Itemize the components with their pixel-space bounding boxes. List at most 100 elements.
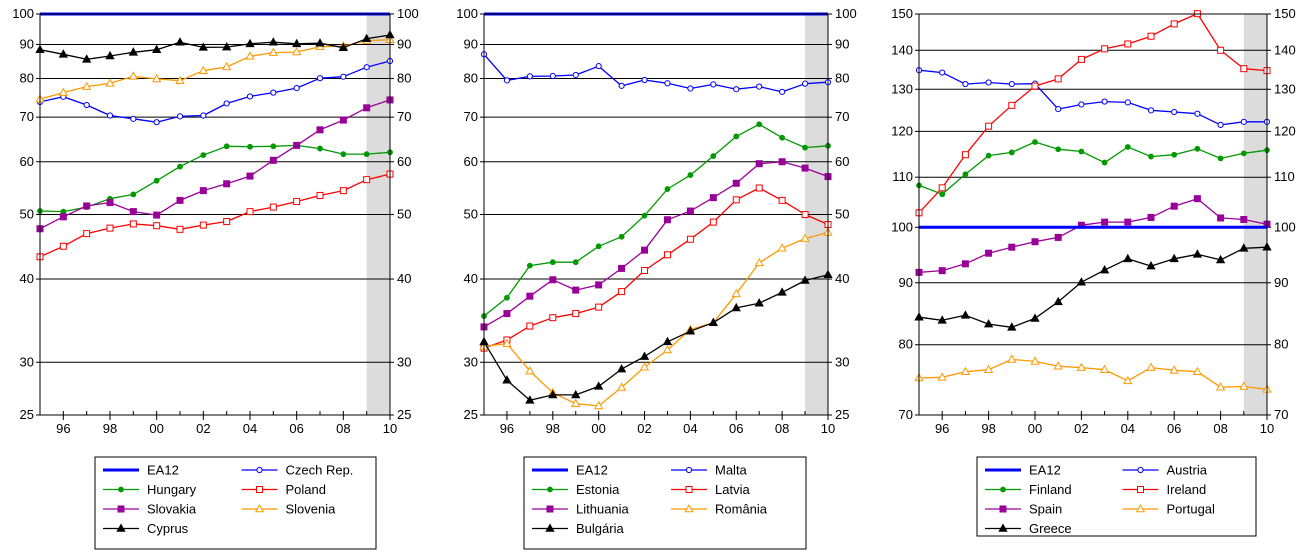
- data-point-cyprus: [338, 42, 348, 52]
- x-tick-label: 02: [196, 421, 210, 436]
- data-point-hungary: [317, 145, 323, 152]
- data-point-latvia: [572, 310, 580, 318]
- legend: EA12 Czech Rep. Hungary Poland Slovakia Slove…: [94, 456, 377, 550]
- data-point-romania: [777, 243, 787, 252]
- series-line-romania: [483, 231, 829, 407]
- legend-item-cyprus: Cyprus: [103, 521, 189, 536]
- data-point-lithuania: [801, 164, 809, 172]
- y-tick-label-left: 30: [464, 354, 478, 369]
- legend-item-malta: Malta: [671, 463, 748, 478]
- data-point-greece: [1123, 253, 1133, 263]
- data-point-estonia: [549, 259, 556, 266]
- data-point-greece: [1239, 243, 1249, 252]
- data-point-austria: [985, 79, 992, 86]
- data-point-czech-rep: [130, 115, 137, 122]
- data-point-poland: [199, 221, 207, 229]
- x-tick-label: 98: [981, 421, 995, 436]
- data-point-slovenia: [105, 78, 115, 87]
- data-point-ireland: [938, 184, 946, 192]
- data-point-spain: [1147, 213, 1155, 221]
- x-tick-label: 00: [149, 421, 163, 436]
- data-point-malta: [549, 72, 556, 80]
- data-point-lithuania: [549, 276, 557, 284]
- data-point-bulgaria: [731, 302, 741, 312]
- series-line-bulgaria: [483, 274, 829, 401]
- data-point-romania: [754, 257, 764, 267]
- data-point-latvia: [595, 303, 603, 311]
- data-point-cyprus: [152, 44, 162, 53]
- data-point-estonia: [526, 262, 533, 269]
- y-tick-label-right: 40: [835, 271, 849, 286]
- y-tick-label-right: 70: [835, 109, 849, 124]
- data-point-malta: [526, 73, 533, 80]
- data-point-malta: [687, 85, 694, 92]
- data-point-finland: [1078, 148, 1085, 155]
- data-point-lithuania: [686, 207, 694, 215]
- series-estonia: [481, 121, 831, 319]
- data-point-cyprus: [245, 38, 255, 48]
- data-point-lithuania: [595, 281, 603, 289]
- y-tick-label-right: 25: [835, 407, 849, 422]
- data-point-slovakia: [176, 196, 184, 204]
- data-point-austria: [1171, 108, 1178, 116]
- data-point-portugal: [937, 372, 947, 381]
- series-poland: [36, 170, 394, 261]
- data-point-estonia: [504, 294, 510, 301]
- y-tick-label-left: 40: [464, 271, 478, 286]
- x-tick-label: 98: [103, 421, 117, 436]
- data-point-lithuania: [732, 179, 740, 187]
- data-point-spain: [1217, 214, 1225, 222]
- series-austria: [915, 67, 1271, 128]
- data-point-czech-rep: [176, 113, 184, 120]
- series-czech-rep: [36, 57, 394, 126]
- data-point-hungary: [60, 208, 67, 215]
- series-malta: [480, 51, 832, 95]
- data-point-slovenia: [198, 65, 208, 74]
- series-line-portugal: [918, 358, 1268, 390]
- series-greece: [914, 242, 1272, 331]
- data-point-poland: [59, 242, 67, 250]
- y-tick-label-left: 130: [891, 81, 913, 96]
- series-line-cyprus: [39, 34, 391, 60]
- series-line-hungary: [39, 144, 391, 213]
- data-point-bulgaria: [800, 275, 810, 284]
- data-point-spain: [1054, 233, 1062, 241]
- y-tick-label-left: 25: [20, 407, 34, 422]
- data-point-malta: [572, 71, 579, 79]
- legend-swatch-marker: [116, 523, 126, 532]
- data-point-latvia: [709, 218, 717, 226]
- y-tick-label-right: 70: [397, 109, 411, 124]
- x-tick-label: 10: [821, 421, 835, 436]
- legend-item-ea12: EA12: [985, 463, 1061, 478]
- legend-swatch-marker: [256, 486, 263, 493]
- series-line-finland: [918, 141, 1268, 195]
- data-point-cyprus: [268, 37, 278, 46]
- data-point-romania: [594, 400, 604, 410]
- legend-item-hungary: Hungary: [103, 482, 197, 497]
- legend-swatch-marker: [685, 466, 693, 474]
- x-tick-label: 02: [1074, 421, 1088, 436]
- y-tick-label-left: 40: [20, 271, 34, 286]
- y-tick-label-right: 90: [1274, 275, 1288, 290]
- data-point-austria: [1194, 110, 1201, 117]
- chart-panel-euro-periphery: 70 70 80 80 90 90 100 100 110 110 120 120 130 130 140 1…: [891, 6, 1296, 537]
- data-point-slovenia: [58, 87, 68, 96]
- data-point-austria: [962, 80, 969, 88]
- legend-label: Spain: [1029, 502, 1062, 517]
- data-point-portugal: [1030, 356, 1040, 365]
- y-tick-label-right: 30: [835, 354, 849, 369]
- y-tick-label-right: 80: [1274, 337, 1288, 352]
- x-tick-label: 08: [1213, 421, 1227, 436]
- data-point-portugal: [960, 366, 971, 376]
- legend-item-portugal: Portugal: [1122, 502, 1215, 517]
- data-point-hungary: [247, 143, 253, 150]
- y-tick-label-right: 25: [397, 407, 411, 422]
- legend-swatch-marker: [1000, 486, 1006, 493]
- data-point-finland: [1240, 150, 1247, 157]
- y-tick-label-left: 80: [899, 337, 913, 352]
- data-point-czech-rep: [153, 119, 160, 126]
- data-point-hungary: [270, 143, 277, 150]
- legend-swatch-marker: [685, 486, 693, 493]
- y-tick-label-right: 80: [835, 71, 849, 86]
- shaded-forecast-band: [1243, 14, 1267, 415]
